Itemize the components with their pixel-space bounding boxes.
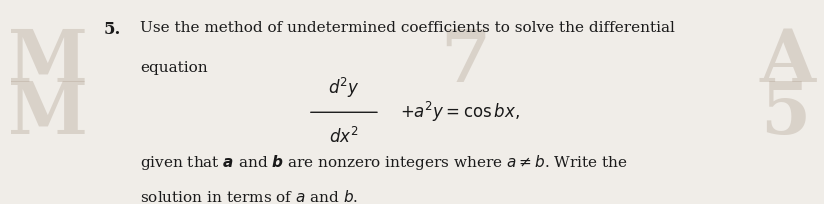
Text: given that $\boldsymbol{a}$ and $\boldsymbol{b}$ are nonzero integers where $a \: given that $\boldsymbol{a}$ and $\boldsy… [140, 153, 628, 172]
Text: $+ a^2y = \cos bx,$: $+ a^2y = \cos bx,$ [400, 100, 520, 124]
Text: 5.: 5. [104, 21, 121, 38]
Text: equation: equation [140, 61, 208, 75]
Text: A: A [760, 26, 816, 97]
Text: 7: 7 [440, 26, 490, 97]
Text: M: M [8, 78, 88, 149]
Text: M: M [8, 26, 88, 97]
Text: $d^2y$: $d^2y$ [328, 76, 360, 100]
Text: 5: 5 [760, 78, 810, 149]
Text: solution in terms of $a$ and $b$.: solution in terms of $a$ and $b$. [140, 190, 358, 204]
Text: $dx^2$: $dx^2$ [329, 127, 358, 147]
Text: Use the method of undetermined coefficients to solve the differential: Use the method of undetermined coefficie… [140, 21, 675, 35]
